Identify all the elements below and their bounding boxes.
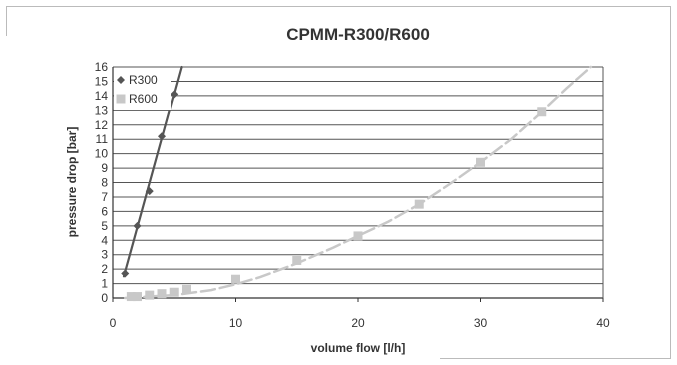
data-point-r600	[353, 231, 363, 241]
y-tick-label: 2	[101, 262, 108, 276]
data-point-r300	[133, 221, 142, 230]
x-tick-label: 0	[110, 316, 117, 330]
chart-frame-edge	[6, 6, 7, 36]
y-tick-label: 6	[101, 204, 108, 218]
chart-title: CPMM-R300/R600	[286, 25, 430, 44]
data-point-r300	[170, 90, 179, 99]
data-point-r600	[231, 274, 240, 284]
legend-marker-r300	[117, 76, 125, 84]
y-tick-label: 4	[101, 233, 108, 247]
data-point-r600	[182, 284, 191, 294]
y-tick-label: 14	[95, 89, 109, 103]
data-point-r600	[133, 292, 142, 302]
chart-frame	[6, 6, 671, 359]
data-point-r600	[292, 255, 302, 265]
series-markers	[121, 90, 547, 302]
x-tick-label: 20	[351, 316, 365, 330]
y-tick-label: 11	[96, 132, 109, 146]
legend-marker-r600	[116, 94, 126, 104]
data-point-r300	[121, 269, 130, 278]
y-tick-label: 10	[95, 147, 109, 161]
x-tick-label: 10	[229, 316, 243, 330]
data-point-r600	[169, 287, 179, 297]
y-tick-label: 1	[101, 277, 108, 291]
y-tick-label: 9	[101, 161, 108, 175]
x-tick-label: 40	[596, 316, 610, 330]
y-tick-label: 7	[101, 190, 108, 204]
y-tick-label: 13	[95, 103, 109, 117]
data-point-r600	[145, 290, 155, 300]
legend-label: R300	[129, 73, 158, 87]
y-tick-label: 3	[101, 248, 108, 262]
legend-label: R600	[129, 92, 158, 106]
x-tick-label: 30	[474, 316, 488, 330]
grid	[113, 66, 603, 285]
series-lines	[122, 65, 593, 300]
series-line-r300	[122, 65, 183, 278]
y-tick-label: 0	[101, 291, 108, 305]
chart-frame-edge	[440, 358, 671, 359]
data-point-r600	[476, 157, 485, 167]
y-tick-label: 16	[95, 60, 109, 74]
x-axis-label: volume flow [l/h]	[311, 341, 406, 355]
y-tick-label: 5	[101, 219, 108, 233]
data-point-r600	[537, 107, 547, 117]
y-axis-label: pressure drop [bar]	[65, 127, 79, 238]
y-tick-label: 12	[95, 118, 109, 132]
y-tick-label: 15	[95, 74, 109, 88]
series-line-r600	[124, 65, 593, 300]
legend: R300 R600	[114, 70, 171, 110]
data-point-r600	[414, 199, 424, 209]
y-tick-label: 8	[101, 176, 108, 190]
data-point-r300	[145, 187, 154, 196]
data-point-r300	[158, 132, 166, 141]
data-point-r600	[126, 292, 136, 302]
data-point-r600	[157, 289, 167, 299]
